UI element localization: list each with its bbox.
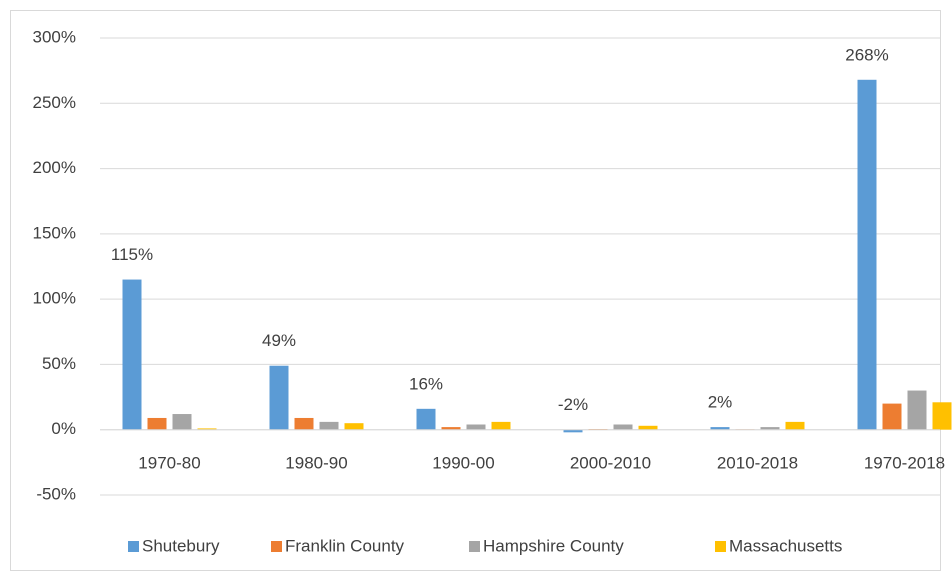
legend-swatch	[469, 541, 480, 552]
bar	[882, 403, 902, 430]
data-label: 2%	[708, 393, 733, 412]
bar	[416, 408, 436, 430]
legend-label: Shutebury	[142, 536, 220, 555]
y-tick-label: 250%	[33, 93, 76, 112]
y-tick-label: 100%	[33, 289, 76, 308]
x-tick-label: 2010-2018	[717, 453, 798, 472]
data-label: 49%	[262, 331, 296, 350]
bar	[710, 427, 730, 430]
x-tick-label: 1970-2018	[864, 453, 945, 472]
legend-swatch	[715, 541, 726, 552]
bar	[613, 424, 633, 430]
x-tick-label: 2000-2010	[570, 453, 651, 472]
bar	[907, 390, 927, 430]
y-tick-label: -50%	[36, 484, 76, 503]
bar	[760, 427, 780, 430]
chart-border	[10, 10, 941, 571]
bar	[344, 423, 364, 430]
data-label: 115%	[111, 245, 153, 264]
bar	[491, 421, 511, 430]
bar	[857, 79, 877, 430]
bar	[197, 428, 217, 430]
legend-label: Franklin County	[285, 536, 405, 555]
data-label: -2%	[558, 395, 588, 414]
bar	[147, 417, 167, 430]
bar	[466, 424, 486, 430]
x-tick-label: 1990-00	[432, 453, 494, 472]
y-tick-label: 50%	[42, 354, 76, 373]
data-label: 268%	[845, 45, 888, 64]
bar	[563, 429, 583, 433]
legend-swatch	[128, 541, 139, 552]
bar	[638, 425, 658, 430]
y-tick-label: 300%	[33, 27, 76, 46]
bar	[269, 365, 289, 430]
y-tick-label: 200%	[33, 158, 76, 177]
y-tick-label: 150%	[33, 223, 76, 242]
x-tick-label: 1980-90	[285, 453, 347, 472]
bar	[122, 279, 142, 430]
x-tick-label: 1970-80	[138, 453, 200, 472]
legend-label: Hampshire County	[483, 536, 624, 555]
data-label: 16%	[409, 374, 443, 393]
bar	[785, 421, 805, 430]
bar	[441, 427, 461, 430]
legend-swatch	[271, 541, 282, 552]
bar	[294, 417, 314, 430]
bar	[932, 402, 952, 430]
bar	[172, 414, 192, 430]
legend-label: Massachusetts	[729, 536, 842, 555]
y-tick-label: 0%	[51, 419, 76, 438]
bar	[319, 421, 339, 430]
